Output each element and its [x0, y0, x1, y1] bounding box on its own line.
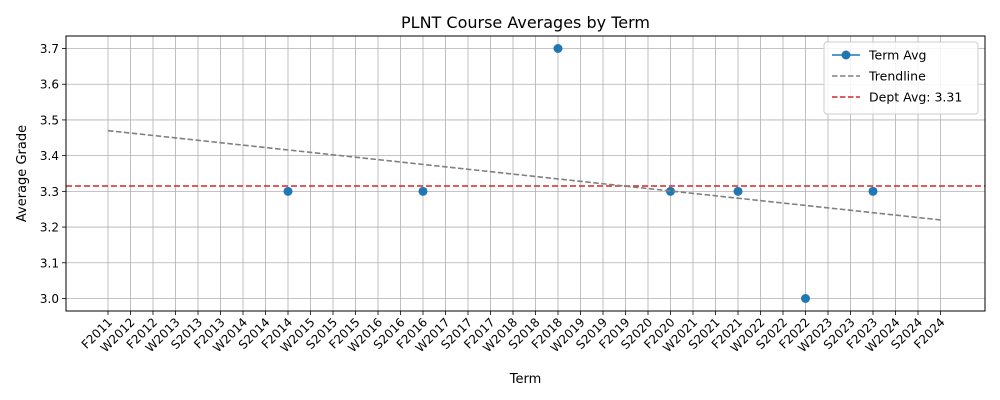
y-axis-label: Average Grade: [15, 125, 30, 222]
y-tick-label: 3.5: [40, 113, 59, 127]
term-avg-point: [868, 186, 878, 196]
term-avg-point: [418, 186, 428, 196]
x-axis-label: Term: [509, 372, 542, 387]
legend-label: Term Avg: [868, 48, 926, 63]
legend-label: Trendline: [868, 69, 926, 84]
legend-swatch-marker: [841, 50, 851, 60]
plot-area-frame: [65, 35, 986, 312]
y-tick-label: 3.1: [40, 256, 59, 270]
series-layer: [107, 44, 941, 303]
y-tick-label: 3.2: [40, 221, 59, 235]
legend-label: Dept Avg: 3.31: [869, 90, 962, 105]
term-avg-point: [801, 294, 810, 303]
chart-title: PLNT Course Averages by Term: [401, 13, 650, 32]
term-avg-point: [283, 186, 293, 196]
legend-box: [823, 41, 979, 115]
y-tick-label: 3.4: [40, 149, 59, 163]
y-axis-ticks: 3.0 3.1 3.2 3.3 3.4 3.5 3.6 3.7: [40, 42, 66, 306]
trendline: [107, 129, 941, 221]
term-avg-point: [733, 186, 743, 196]
y-tick-label: 3.3: [40, 185, 59, 199]
legend: Term Avg Trendline Dept Avg: 3.31: [823, 41, 979, 115]
y-tick-label: 3.6: [40, 78, 59, 92]
term-avg-point: [553, 44, 563, 53]
x-axis-ticks: F2011W2012F2012W2013S2013F2013W2014S2014…: [79, 311, 948, 355]
term-avg-point: [666, 186, 675, 196]
y-tick-label: 3.7: [40, 42, 59, 56]
y-tick-label: 3.0: [40, 292, 59, 306]
grid-lines: [66, 36, 985, 311]
